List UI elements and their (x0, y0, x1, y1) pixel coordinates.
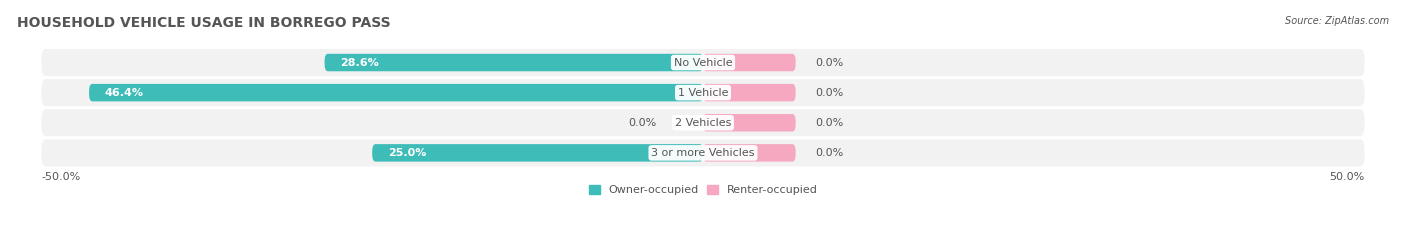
Text: 0.0%: 0.0% (815, 58, 844, 68)
Text: 2 Vehicles: 2 Vehicles (675, 118, 731, 128)
Text: HOUSEHOLD VEHICLE USAGE IN BORREGO PASS: HOUSEHOLD VEHICLE USAGE IN BORREGO PASS (17, 16, 391, 30)
Text: 3 or more Vehicles: 3 or more Vehicles (651, 148, 755, 158)
FancyBboxPatch shape (703, 144, 796, 162)
FancyBboxPatch shape (703, 84, 796, 101)
Text: Source: ZipAtlas.com: Source: ZipAtlas.com (1285, 16, 1389, 26)
FancyBboxPatch shape (373, 144, 703, 162)
FancyBboxPatch shape (41, 109, 1365, 136)
Text: 46.4%: 46.4% (105, 88, 143, 98)
Text: 50.0%: 50.0% (1329, 171, 1365, 182)
Text: 0.0%: 0.0% (815, 148, 844, 158)
Text: 28.6%: 28.6% (340, 58, 380, 68)
Text: No Vehicle: No Vehicle (673, 58, 733, 68)
FancyBboxPatch shape (703, 114, 796, 131)
Text: 25.0%: 25.0% (388, 148, 426, 158)
FancyBboxPatch shape (325, 54, 703, 71)
FancyBboxPatch shape (89, 84, 703, 101)
Text: -50.0%: -50.0% (41, 171, 80, 182)
FancyBboxPatch shape (41, 49, 1365, 76)
Text: 0.0%: 0.0% (628, 118, 657, 128)
Text: 0.0%: 0.0% (815, 118, 844, 128)
FancyBboxPatch shape (703, 54, 796, 71)
FancyBboxPatch shape (41, 139, 1365, 166)
Text: 0.0%: 0.0% (815, 88, 844, 98)
FancyBboxPatch shape (41, 79, 1365, 106)
Text: 1 Vehicle: 1 Vehicle (678, 88, 728, 98)
Legend: Owner-occupied, Renter-occupied: Owner-occupied, Renter-occupied (589, 185, 817, 195)
